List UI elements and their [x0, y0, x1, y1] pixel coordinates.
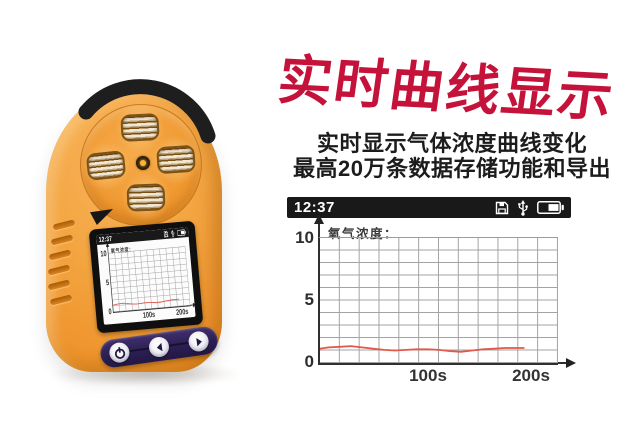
device-button-panel: [98, 324, 220, 370]
x-axis-extension: [558, 362, 567, 364]
alarm-led-icon: [136, 156, 150, 170]
screen-display-mini: 12:37 氧气浓度： 10 5 0: [96, 227, 196, 325]
banner-subtitle-line2: 最高20万条数据存储功能和导出: [293, 156, 611, 181]
y-tick-5: 5: [304, 290, 314, 309]
banner-subtitle: 实时显示气体浓度曲线变化 最高20万条数据存储功能和导出: [266, 131, 638, 181]
y-tick-10: 10: [100, 248, 107, 259]
x-axis-arrow-icon: [566, 358, 576, 368]
status-icons: [163, 229, 187, 238]
chart-plot-area: [318, 237, 558, 365]
device-screen-lcd: 12:37 氧气浓度： 10 5 0: [96, 227, 196, 325]
concentration-chart: 氧气浓度： 10 5 0 100s 200s: [287, 214, 576, 389]
sensor-grille-top: [120, 113, 160, 142]
screen-status-bar: 12:37: [287, 197, 571, 218]
sensor-grille-bottom: [126, 183, 166, 212]
x-tick-200s: 200s: [175, 306, 189, 317]
banner-subtitle-line1: 实时显示气体浓度曲线变化: [316, 131, 587, 156]
sensor-grille-left: [85, 150, 127, 181]
screen-display-enlarged: 12:37 氧气浓度： 10 5 0 100s 200s: [287, 197, 576, 389]
status-icons: [495, 199, 564, 216]
concentration-chart: 氧气浓度： 10 5 0 100s 200s: [97, 239, 196, 325]
chart-plot-area: [107, 246, 191, 313]
screen-status-bar: 12:37: [96, 227, 189, 246]
y-axis-arrow-icon: [314, 214, 324, 224]
x-tick-200s: 200s: [512, 366, 550, 385]
y-tick-5: 5: [105, 277, 110, 288]
sensor-grille-right: [156, 144, 196, 175]
y-axis-arrow-icon: [105, 242, 110, 248]
rubber-bumper-band: [78, 79, 216, 144]
clock-readout: 12:37: [294, 199, 335, 216]
save-icon: [495, 201, 509, 214]
usb-icon: [518, 199, 528, 216]
y-tick-10: 10: [295, 228, 314, 247]
device-screen: 12:37 氧气浓度： 10 5 0: [88, 220, 204, 334]
battery-icon: [177, 229, 187, 236]
x-tick-100s: 100s: [142, 309, 156, 320]
banner-title: 实时曲线显示: [274, 50, 618, 128]
prev-button[interactable]: [147, 335, 171, 359]
x-tick-100s: 100s: [409, 366, 447, 385]
y-axis-extension: [318, 223, 320, 237]
power-button[interactable]: [108, 341, 131, 364]
arrow-right-icon: [195, 337, 202, 346]
x-axis-arrow-icon: [192, 302, 196, 308]
y-tick-0: 0: [108, 306, 113, 317]
oxygen-trend-line: [320, 345, 525, 353]
battery-icon: [537, 201, 564, 214]
usb-icon: [171, 229, 175, 238]
save-icon: [163, 231, 169, 238]
next-button[interactable]: [187, 330, 210, 353]
gas-detector-device: 12:37 氧气浓度： 10 5 0: [44, 76, 244, 386]
power-icon: [114, 346, 125, 359]
oxygen-trend-line: [112, 298, 180, 306]
y-tick-0: 0: [304, 352, 314, 371]
arrow-left-icon: [156, 342, 162, 351]
